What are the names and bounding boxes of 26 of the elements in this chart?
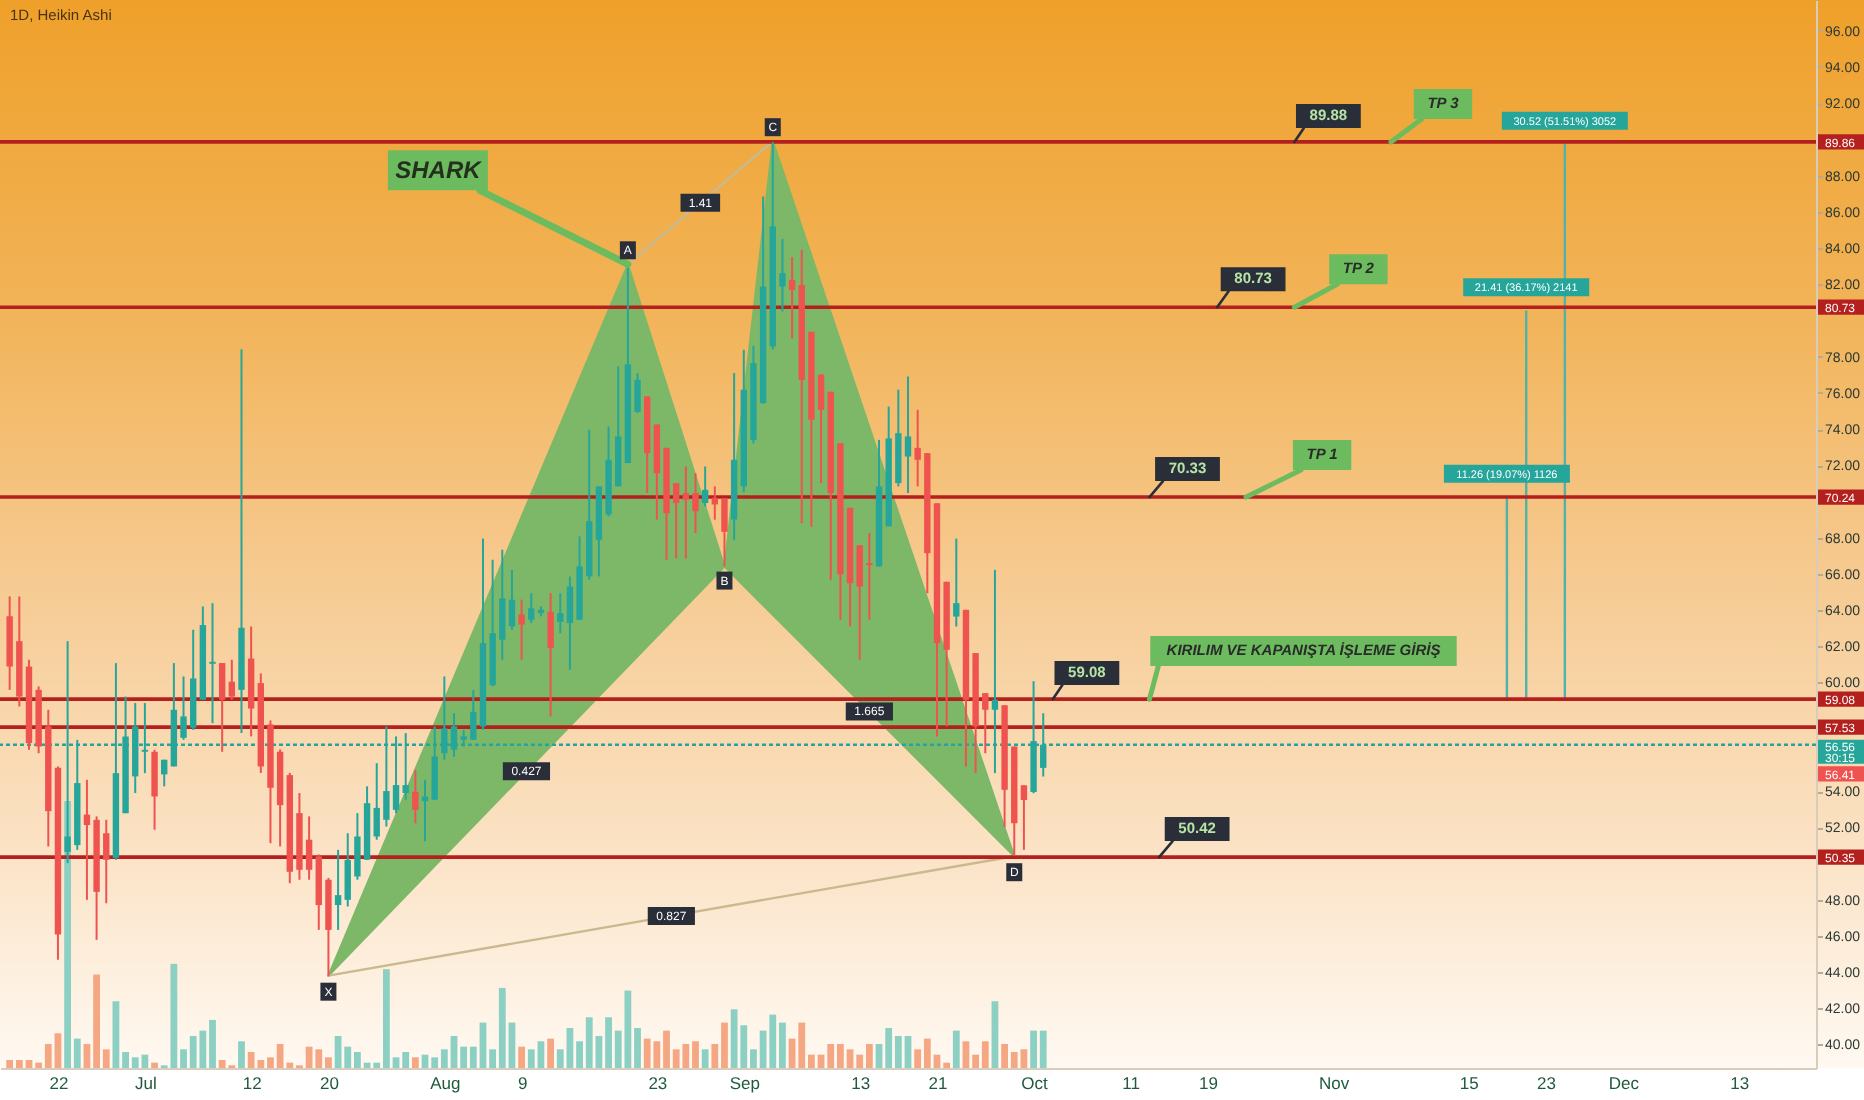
x-tick-label: Sep xyxy=(729,1073,761,1093)
x-tick-label: 21 xyxy=(928,1073,948,1093)
annotation: SHARK xyxy=(395,156,484,185)
x-tick-label: Aug xyxy=(430,1073,462,1093)
bar xyxy=(238,1041,245,1068)
bar xyxy=(411,1057,419,1068)
x-tick-label: 23 xyxy=(648,1073,668,1093)
x-tick-label: 13 xyxy=(1730,1073,1750,1093)
x-tick-label: 19 xyxy=(1198,1073,1219,1093)
x-tick-label: Nov xyxy=(1318,1073,1351,1093)
x-tick-label: 20 xyxy=(319,1073,340,1093)
bar xyxy=(151,1062,158,1068)
x-tick-label: 9 xyxy=(517,1073,528,1093)
x-tick-label: 13 xyxy=(851,1073,871,1093)
bar xyxy=(952,1030,960,1068)
x-tick-label: Dec xyxy=(1608,1073,1641,1093)
x-tick-label: Oct xyxy=(1021,1073,1050,1093)
bar xyxy=(518,1046,526,1068)
x-tick-label: 11 xyxy=(1122,1073,1141,1093)
x-tick-label: 23 xyxy=(1537,1073,1557,1093)
x-tick-label: 22 xyxy=(49,1073,69,1093)
x-tick-label: 12 xyxy=(242,1073,263,1093)
x-tick-label: Jul xyxy=(135,1073,157,1093)
x-tick-label: 15 xyxy=(1459,1073,1480,1093)
bar xyxy=(547,1038,554,1068)
bar xyxy=(701,1049,709,1068)
